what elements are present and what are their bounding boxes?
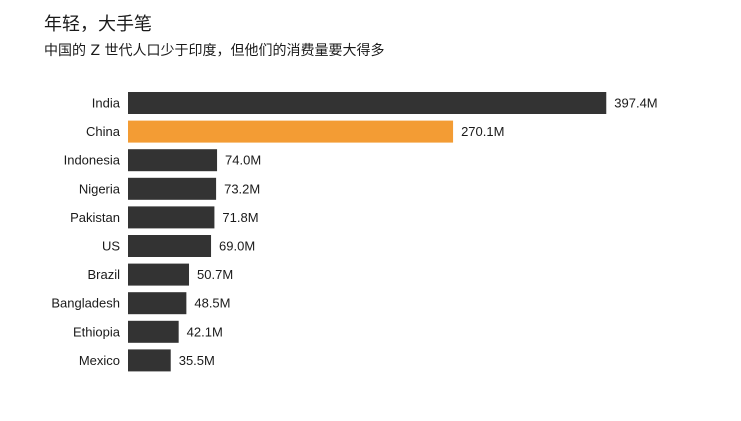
bar-ethiopia bbox=[128, 320, 179, 343]
value-label-ethiopia: 42.1M bbox=[187, 324, 223, 339]
bar-india bbox=[128, 92, 607, 114]
category-label-us: US bbox=[102, 239, 120, 254]
bar-nigeria bbox=[128, 177, 217, 200]
value-label-nigeria: 73.2M bbox=[224, 181, 260, 196]
category-label-india: India bbox=[92, 96, 121, 111]
bar-indonesia bbox=[128, 149, 218, 172]
category-label-mexico: Mexico bbox=[79, 353, 120, 368]
bar-us bbox=[128, 235, 212, 257]
category-label-pakistan: Pakistan bbox=[70, 210, 120, 225]
bar-china bbox=[128, 120, 454, 143]
chart-title: 年轻，大手笔 bbox=[44, 14, 152, 35]
value-label-india: 397.4M bbox=[614, 96, 657, 111]
value-label-bangladesh: 48.5M bbox=[194, 296, 230, 311]
bar-bangladesh bbox=[128, 292, 187, 315]
category-label-china: China bbox=[86, 124, 121, 139]
bar-mexico bbox=[128, 349, 171, 372]
bar-pakistan bbox=[128, 206, 215, 229]
category-label-brazil: Brazil bbox=[87, 267, 120, 282]
value-label-china: 270.1M bbox=[461, 124, 504, 139]
bars-group: India 397.4M China 270.1M Indonesia 74.0M Nige… bbox=[51, 92, 658, 372]
value-label-us: 69.0M bbox=[219, 239, 255, 254]
value-label-mexico: 35.5M bbox=[179, 353, 215, 368]
category-label-ethiopia: Ethiopia bbox=[73, 324, 121, 339]
category-label-bangladesh: Bangladesh bbox=[51, 296, 120, 311]
value-label-pakistan: 71.8M bbox=[222, 210, 258, 225]
value-label-brazil: 50.7M bbox=[197, 267, 233, 282]
category-label-nigeria: Nigeria bbox=[79, 181, 121, 196]
category-label-indonesia: Indonesia bbox=[64, 153, 121, 168]
chart-subtitle: 中国的 Z 世代人口少于印度，但他们的消费量要大得多 bbox=[44, 43, 385, 59]
bar-brazil bbox=[128, 263, 190, 286]
value-label-indonesia: 74.0M bbox=[225, 153, 261, 168]
